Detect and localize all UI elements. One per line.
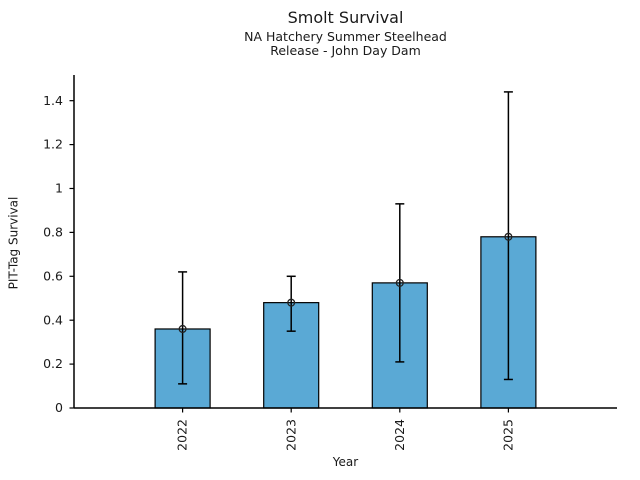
x-axis-label: Year: [332, 455, 359, 469]
chart-title: Smolt Survival: [287, 8, 404, 27]
x-tick-label: 2023: [283, 419, 298, 451]
y-tick-label: 1.2: [43, 137, 63, 152]
y-tick-label: 0.2: [43, 356, 63, 371]
point-marker-2024: [395, 278, 404, 287]
point-marker-2025: [504, 232, 513, 241]
y-tick-label: 0.6: [43, 268, 63, 283]
y-tick-label: 0: [55, 400, 63, 415]
x-tick-label: 2022: [175, 419, 190, 451]
point-marker-2022: [178, 324, 187, 334]
y-axis-label: PIT-Tag Survival: [6, 196, 21, 290]
point-marker-2023: [287, 298, 296, 307]
y-tick-label: 0.8: [43, 225, 63, 240]
y-tick-label: 1: [55, 181, 63, 196]
chart-subtitle-line2: Release - John Day Dam: [270, 43, 421, 58]
x-tick-label: 2025: [501, 419, 516, 451]
y-tick-label: 1.4: [43, 93, 63, 108]
x-tick-label: 2024: [392, 419, 407, 451]
chart-subtitle-line1: NA Hatchery Summer Steelhead: [244, 29, 447, 44]
y-tick-label: 0.4: [43, 312, 63, 327]
